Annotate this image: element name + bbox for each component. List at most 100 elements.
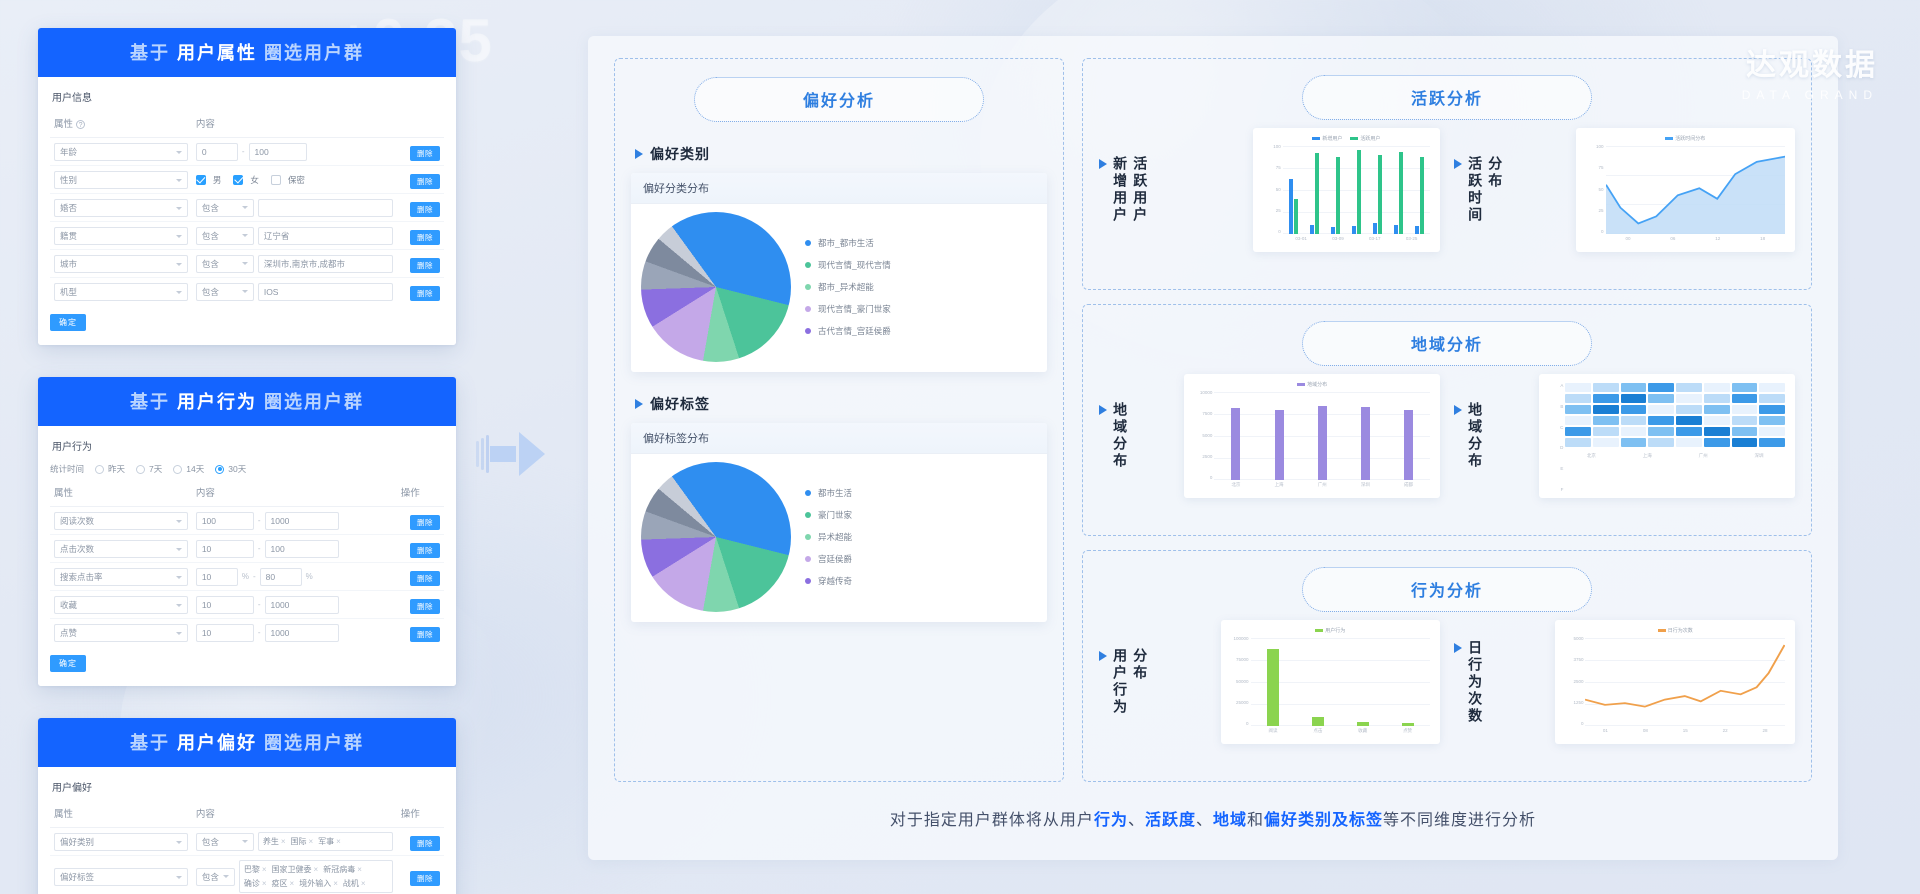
delete-row-button[interactable]: 删除 — [410, 835, 440, 851]
range-to-input[interactable]: 1000 — [264, 623, 339, 642]
triangle-right-icon — [1099, 651, 1107, 661]
delete-row-button[interactable]: 删除 — [410, 542, 440, 558]
preference-tag-heading: 偏好标签 — [635, 394, 1047, 414]
submit-button[interactable]: 确定 — [50, 655, 86, 672]
card-header-suffix: 圈选用户群 — [264, 43, 365, 63]
radio-label: 昨天 — [108, 464, 126, 474]
tag-item[interactable]: 养生 × — [262, 837, 286, 846]
attr-select[interactable]: 性别 — [54, 171, 188, 189]
card-header-highlight: 用户行为 — [177, 392, 257, 412]
module-label: 地域分布 — [1112, 402, 1129, 470]
attr-select[interactable]: 搜索点击率 — [54, 568, 188, 586]
range-from-input[interactable]: 10 — [195, 623, 254, 642]
delete-row-button[interactable]: 删除 — [410, 626, 440, 642]
chart-legend: 活跃时间分布 — [1584, 135, 1787, 142]
chart-legend: 日行为次数 — [1563, 627, 1787, 634]
delete-row-button[interactable]: 删除 — [410, 285, 440, 301]
table-row: 籍贯 包含 辽宁省 删除 — [50, 221, 444, 250]
pie-chart-tag — [641, 462, 791, 612]
checkbox-male[interactable] — [195, 174, 206, 185]
tag-item[interactable]: 确诊 × — [243, 879, 267, 888]
operator-select[interactable]: 包含 — [195, 282, 254, 301]
submit-button[interactable]: 确定 — [50, 314, 86, 331]
attr-select[interactable]: 收藏 — [54, 596, 188, 614]
range-to-input[interactable]: 100 — [248, 142, 307, 161]
delete-row-button[interactable]: 删除 — [410, 145, 440, 161]
tag-item[interactable]: 国际 × — [290, 837, 314, 846]
range-to-input[interactable]: 1000 — [264, 511, 339, 530]
col-header-action: 操作 — [396, 481, 444, 507]
chevron-down-icon — [241, 262, 248, 265]
brand-name-en: DATA GRAND — [1741, 88, 1878, 102]
table-row: 机型 包含 IOS 删除 — [50, 278, 444, 306]
operator-select[interactable]: 包含 — [195, 226, 254, 245]
delete-row-button[interactable]: 删除 — [410, 514, 440, 530]
attr-select[interactable]: 婚否 — [54, 199, 188, 217]
delete-row-button[interactable]: 删除 — [410, 570, 440, 586]
tag-item[interactable]: 国家卫健委 × — [271, 865, 319, 874]
range-from-input[interactable]: 10 — [195, 595, 254, 614]
range-to-input[interactable]: 100 — [264, 539, 339, 558]
tag-input[interactable]: 巴黎 × 国家卫健委 × 新冠病毒 × 确诊 × 疫区 × 境外输入 × 战机 × — [238, 860, 393, 893]
tag-item[interactable]: 境外输入 × — [299, 879, 338, 888]
checkbox-private[interactable] — [270, 174, 281, 185]
behavior-table: 属性 内容 操作 阅读次数 100 - 1000 删除 — [50, 481, 444, 646]
tag-input[interactable]: 养生 × 国际 × 军事 × — [257, 832, 393, 851]
range-from-input[interactable]: 100 — [195, 511, 254, 530]
chart-region-bar: 地域分布 10000 7500 5000 2500 0 — [1184, 374, 1440, 498]
triangle-right-icon — [1099, 405, 1107, 415]
attr-select[interactable]: 偏好标签 — [54, 868, 188, 886]
help-icon[interactable]: ? — [76, 119, 86, 129]
module-label: 活跃时间 — [1467, 156, 1484, 224]
attr-select[interactable]: 城市 — [54, 255, 188, 273]
module-label: 分布 — [1132, 648, 1149, 682]
value-input[interactable] — [257, 198, 393, 217]
operator-select[interactable]: 包含 — [195, 832, 254, 851]
tag-item[interactable]: 巴黎 × — [243, 865, 267, 874]
delete-row-button[interactable]: 删除 — [410, 870, 440, 886]
legend-item: 豪门世家 — [805, 509, 852, 521]
chevron-down-icon — [241, 206, 248, 209]
heatmap-grid — [1563, 381, 1787, 449]
delete-row-button[interactable]: 删除 — [410, 201, 440, 217]
range-to-input[interactable]: 80 — [259, 567, 302, 586]
operator-select[interactable]: 包含 — [195, 198, 254, 217]
value-input[interactable]: IOS — [257, 282, 393, 301]
delete-row-button[interactable]: 删除 — [410, 257, 440, 273]
range-from-input[interactable]: 10 — [195, 567, 238, 586]
tag-item[interactable]: 战机 × — [342, 879, 366, 888]
checkbox-female[interactable] — [233, 174, 244, 185]
chart-user-behavior: 用户行为 100000 75000 50000 25000 0 — [1220, 620, 1440, 744]
radio-14days[interactable] — [173, 464, 183, 474]
tag-item[interactable]: 新冠病毒 × — [323, 865, 362, 874]
range-from-input[interactable]: 10 — [195, 539, 254, 558]
operator-select[interactable]: 包含 — [195, 254, 254, 273]
chevron-down-icon — [175, 178, 182, 182]
tag-item[interactable]: 军事 × — [318, 837, 341, 846]
range-to-input[interactable]: 1000 — [264, 595, 339, 614]
value-input[interactable]: 辽宁省 — [257, 226, 393, 245]
radio-yesterday[interactable] — [95, 464, 105, 474]
attr-select[interactable]: 点击次数 — [54, 540, 188, 558]
attr-select[interactable]: 点赞 — [54, 624, 188, 642]
col-header-attr: 属性? — [50, 112, 192, 138]
delete-row-button[interactable]: 删除 — [410, 173, 440, 189]
value-input[interactable]: 深圳市,南京市,成都市 — [257, 254, 393, 273]
preference-category-chart-card: 偏好分类分布 都市_都市生活 现代言情_现代言情 都市_异术超能 现代言情_豪门… — [631, 173, 1047, 372]
range-from-input[interactable]: 0 — [195, 142, 238, 161]
attr-select[interactable]: 年龄 — [54, 143, 188, 161]
attr-select[interactable]: 机型 — [54, 283, 188, 301]
delete-row-button[interactable]: 删除 — [410, 229, 440, 245]
chevron-down-icon — [175, 234, 182, 238]
radio-7days[interactable] — [136, 464, 146, 474]
delete-row-button[interactable]: 删除 — [410, 598, 440, 614]
tag-item[interactable]: 疫区 × — [271, 879, 295, 888]
caption-part: 等不同维度进行分析 — [1383, 812, 1537, 829]
attr-select[interactable]: 偏好类别 — [54, 833, 188, 851]
legend-item: 宫廷侯爵 — [805, 553, 852, 565]
attr-select[interactable]: 籍贯 — [54, 227, 188, 245]
operator-select[interactable]: 包含 — [195, 867, 235, 886]
radio-30days[interactable] — [215, 464, 225, 474]
attr-select[interactable]: 阅读次数 — [54, 512, 188, 530]
